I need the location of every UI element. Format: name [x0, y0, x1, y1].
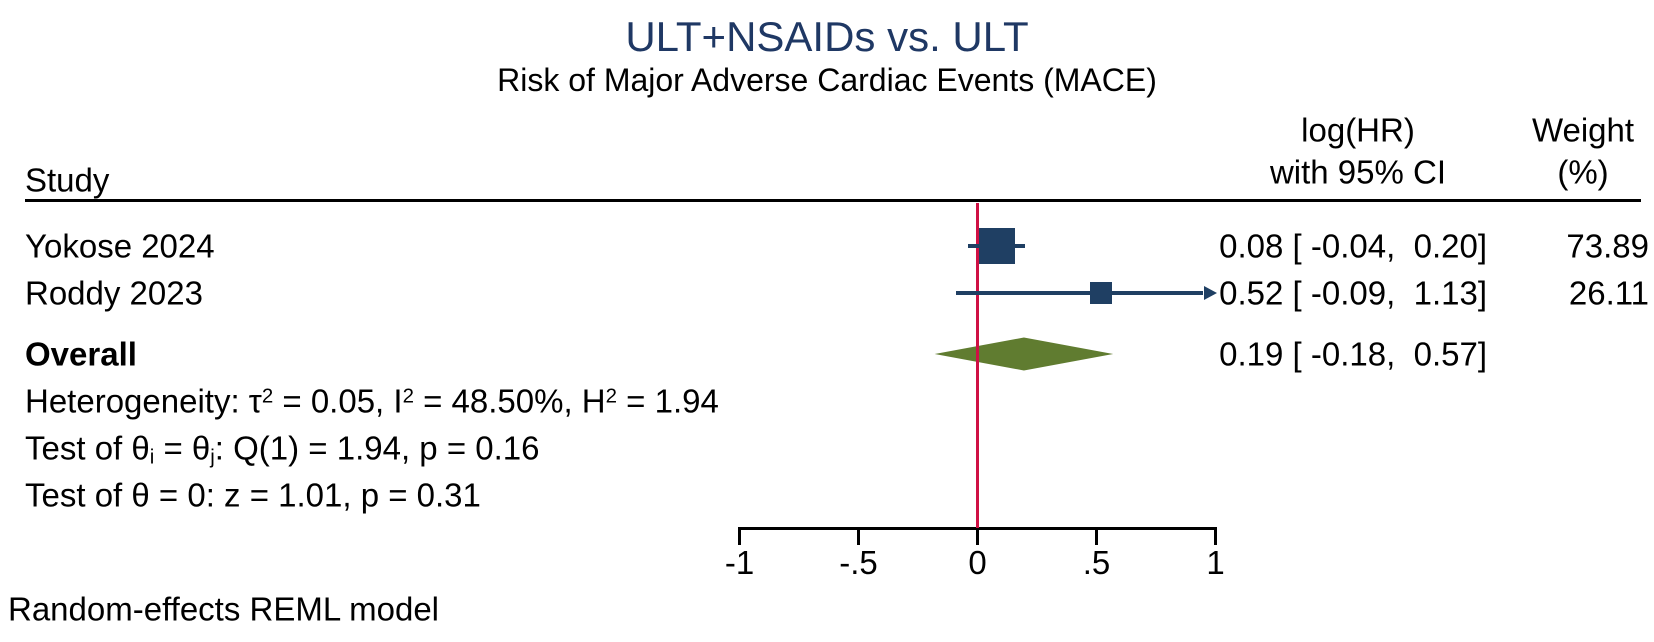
column-header-weight-line1: Weight: [1531, 111, 1635, 149]
test-of-equality-stats: Test of θi = θj: Q(1) = 1.94, p = 0.16: [25, 429, 540, 469]
heterogeneity-stats: Heterogeneity: τ2 = 0.05, I2 = 48.50%, H…: [25, 382, 719, 420]
study-label: Yokose 2024: [25, 227, 215, 265]
axis-tick: [738, 528, 741, 545]
axis-tick-label: .5: [1082, 544, 1111, 581]
overall-label: Overall: [25, 335, 137, 373]
overall-effect-value: 0.19 [ -0.18, 0.57]: [1219, 335, 1487, 373]
ci-line: [956, 291, 1204, 295]
test-of-zero-stats: Test of θ = 0: z = 1.01, p = 0.31: [25, 476, 481, 514]
axis-tick-label: 1: [1206, 544, 1225, 581]
axis-tick: [1214, 528, 1217, 545]
plot-subtitle: Risk of Major Adverse Cardiac Events (MA…: [497, 62, 1157, 98]
header-rule: [25, 199, 1641, 202]
effect-value: 0.52 [ -0.09, 1.13]: [1219, 274, 1487, 312]
plot-title: ULT+NSAIDs vs. ULT: [625, 13, 1029, 60]
effect-square: [978, 228, 1015, 264]
weight-value: 73.89: [1566, 227, 1649, 265]
axis-tick-label: 0: [968, 544, 987, 581]
column-header-study: Study: [25, 161, 110, 199]
axis-tick: [976, 528, 979, 545]
axis-tick-label: -1: [724, 544, 755, 581]
ci-clip-arrow-icon: [1203, 286, 1217, 300]
study-label: Roddy 2023: [25, 274, 203, 312]
column-header-weight-line2: (%): [1557, 153, 1609, 191]
axis-tick: [1095, 528, 1098, 545]
axis-tick-label: -.5: [839, 544, 878, 581]
effect-square: [1090, 282, 1113, 304]
model-note: Random-effects REML model: [8, 590, 440, 628]
weight-value: 26.11: [1568, 274, 1649, 312]
effect-value: 0.08 [ -0.04, 0.20]: [1219, 227, 1487, 265]
null-effect-line: [976, 203, 979, 528]
column-header-effect-line1: log(HR): [1301, 111, 1415, 149]
column-header-effect-line2: with 95% CI: [1269, 153, 1447, 191]
axis-tick: [857, 528, 860, 545]
